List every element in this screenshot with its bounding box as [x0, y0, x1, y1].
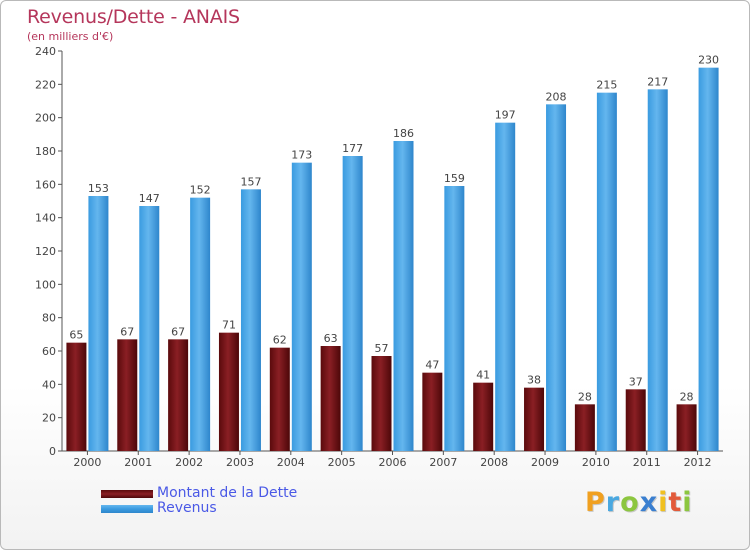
proxiti-logo: Proxiti — [585, 487, 693, 518]
y-tick-label: 220 — [35, 78, 56, 91]
data-label-dette: 62 — [273, 334, 287, 347]
data-label-revenus: 147 — [139, 192, 160, 205]
data-label-revenus: 215 — [596, 79, 617, 92]
data-label-dette: 41 — [476, 369, 490, 382]
bar-revenus — [240, 189, 261, 452]
logo-letter: x — [639, 487, 659, 518]
bar-dette — [320, 346, 341, 451]
y-tick-label: 80 — [42, 312, 56, 325]
y-tick-label: 180 — [35, 145, 56, 158]
logo-letter: o — [620, 487, 640, 518]
data-label-revenus: 177 — [342, 142, 363, 155]
legend-swatch-dette — [101, 490, 153, 498]
bar-dette — [625, 389, 646, 451]
data-label-dette: 65 — [69, 329, 83, 342]
legend-swatch-revenus — [101, 505, 153, 513]
y-tick-label: 120 — [35, 245, 56, 258]
y-tick-label: 160 — [35, 178, 56, 191]
data-label-revenus: 230 — [698, 54, 719, 67]
data-label-dette: 28 — [578, 390, 592, 403]
logo-letter: t — [668, 487, 683, 518]
y-tick-label: 0 — [49, 445, 56, 458]
bar-revenus — [647, 89, 668, 451]
bar-dette — [473, 382, 494, 451]
data-label-revenus: 208 — [546, 90, 567, 103]
bar-revenus — [190, 197, 211, 451]
x-tick-label: 2007 — [429, 456, 457, 469]
bar-revenus — [139, 206, 160, 451]
data-label-dette: 28 — [680, 390, 694, 403]
bar-dette — [676, 404, 697, 451]
x-tick-label: 2001 — [124, 456, 152, 469]
bar-dette — [66, 342, 87, 451]
legend-label-dette: Montant de la Dette — [157, 485, 298, 501]
data-label-revenus: 153 — [88, 182, 109, 195]
x-tick-label: 2009 — [531, 456, 559, 469]
data-label-dette: 47 — [425, 359, 439, 372]
data-label-dette: 71 — [222, 319, 236, 332]
bar-revenus — [596, 92, 617, 452]
y-tick-label: 60 — [42, 345, 56, 358]
bar-revenus — [88, 196, 109, 451]
bar-dette — [269, 347, 290, 451]
data-label-dette: 37 — [629, 375, 643, 388]
bar-revenus — [444, 186, 465, 451]
data-label-revenus: 217 — [647, 75, 668, 88]
chart-title: Revenus/Dette - ANAIS — [27, 6, 240, 28]
bar-revenus — [698, 67, 719, 452]
data-label-dette: 63 — [324, 332, 338, 345]
x-tick-label: 2012 — [684, 456, 712, 469]
bar-revenus — [342, 156, 363, 451]
data-label-revenus: 186 — [393, 127, 414, 140]
bar-dette — [524, 387, 545, 451]
x-tick-label: 2006 — [379, 456, 407, 469]
bar-revenus — [495, 122, 516, 452]
bar-dette — [168, 339, 189, 451]
y-tick-label: 200 — [35, 112, 56, 125]
data-label-dette: 67 — [120, 325, 134, 338]
bar-dette — [218, 332, 239, 451]
x-tick-label: 2003 — [226, 456, 254, 469]
data-labels: 65 153 67 147 67 152 71 157 62 173 63 177 57 186 47 159… — [69, 54, 719, 404]
x-tick-label: 2011 — [633, 456, 661, 469]
data-label-revenus: 159 — [444, 172, 465, 185]
logo-letter: r — [605, 487, 621, 518]
x-tick-label: 2010 — [582, 456, 610, 469]
x-tick-label: 2004 — [277, 456, 305, 469]
bar-revenus — [291, 162, 312, 451]
y-tick-label: 140 — [35, 212, 56, 225]
bar-revenus — [393, 141, 414, 451]
legend-label-revenus: Revenus — [157, 500, 217, 516]
y-tick-label: 100 — [35, 278, 56, 291]
data-label-revenus: 152 — [190, 184, 211, 197]
data-label-dette: 38 — [527, 374, 541, 387]
y-tick-label: 240 — [35, 45, 56, 58]
y-tick-label: 40 — [42, 378, 56, 391]
bar-dette — [574, 404, 595, 451]
x-tick-label: 2005 — [328, 456, 356, 469]
y-tick-label: 20 — [42, 412, 56, 425]
x-tick-label: 2000 — [73, 456, 101, 469]
data-label-dette: 67 — [171, 325, 185, 338]
bars — [66, 67, 719, 452]
bar-dette — [422, 372, 443, 451]
data-label-dette: 57 — [375, 342, 389, 355]
data-label-revenus: 173 — [291, 149, 312, 162]
x-tick-label: 2008 — [480, 456, 508, 469]
x-tick-label: 2002 — [175, 456, 203, 469]
bar-dette — [117, 339, 138, 451]
data-label-revenus: 157 — [240, 175, 261, 188]
bar-revenus — [546, 104, 567, 451]
chart-subtitle: (en milliers d'€) — [27, 30, 114, 43]
logo-letter: P — [585, 487, 606, 518]
bar-dette — [371, 356, 392, 451]
data-label-revenus: 197 — [495, 109, 516, 122]
logo-letter: i — [682, 487, 693, 518]
logo-letter: i — [658, 487, 669, 518]
